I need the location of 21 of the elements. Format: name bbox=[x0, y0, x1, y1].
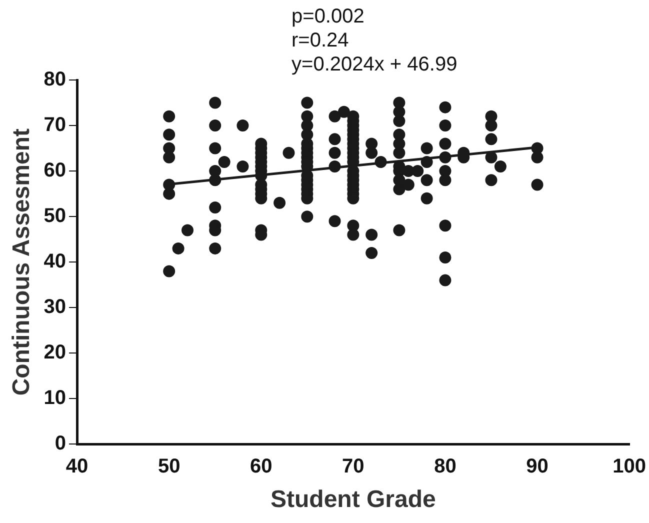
y-tick-label: 40 bbox=[44, 250, 66, 273]
y-tick-label: 80 bbox=[44, 68, 66, 91]
x-tick-label: 80 bbox=[434, 456, 456, 478]
x-axis-title: Student Grade bbox=[270, 486, 436, 514]
y-tick-label: 10 bbox=[44, 387, 66, 410]
x-tick-label: 40 bbox=[66, 456, 88, 478]
y-tick-label: 0 bbox=[54, 432, 66, 455]
text: r=0.24 bbox=[292, 30, 349, 52]
y-axis-title: Continuous Assesment bbox=[8, 128, 36, 396]
x-tick-label: 70 bbox=[342, 456, 364, 478]
y-tick-label: 70 bbox=[44, 114, 66, 136]
x-tick-label: 90 bbox=[526, 456, 548, 478]
x-tick-label: 60 bbox=[250, 456, 272, 478]
x-tick-label: 100 bbox=[612, 456, 646, 478]
y-tick-label: 60 bbox=[44, 160, 66, 182]
text: y=0.2024x + 46.99 bbox=[292, 54, 458, 76]
x-tick-label: 50 bbox=[158, 456, 180, 478]
y-tick-label: 20 bbox=[44, 342, 66, 364]
y-tick-label: 50 bbox=[44, 205, 66, 228]
text: p=0.002 bbox=[292, 6, 364, 28]
y-tick-label: 30 bbox=[44, 296, 66, 318]
